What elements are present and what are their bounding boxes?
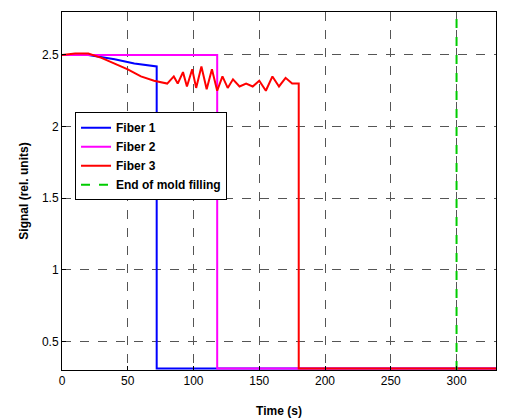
svg-text:300: 300 — [447, 374, 467, 388]
svg-text:250: 250 — [381, 374, 401, 388]
svg-text:150: 150 — [249, 374, 269, 388]
svg-text:50: 50 — [121, 374, 135, 388]
svg-text:0: 0 — [59, 374, 66, 388]
svg-text:Signal (rel. units): Signal (rel. units) — [17, 142, 31, 239]
svg-text:100: 100 — [184, 374, 204, 388]
svg-text:200: 200 — [315, 374, 335, 388]
svg-text:Fiber 2: Fiber 2 — [116, 140, 156, 154]
svg-text:1.5: 1.5 — [42, 191, 59, 205]
svg-text:Fiber 3: Fiber 3 — [116, 159, 156, 173]
svg-text:Time (s): Time (s) — [256, 404, 302, 418]
svg-text:1: 1 — [52, 263, 59, 277]
svg-text:2.5: 2.5 — [42, 48, 59, 62]
svg-text:0.5: 0.5 — [42, 335, 59, 349]
svg-text:End of mold filling: End of mold filling — [116, 178, 221, 192]
svg-text:2: 2 — [52, 120, 59, 134]
svg-text:Fiber 1: Fiber 1 — [116, 121, 156, 135]
